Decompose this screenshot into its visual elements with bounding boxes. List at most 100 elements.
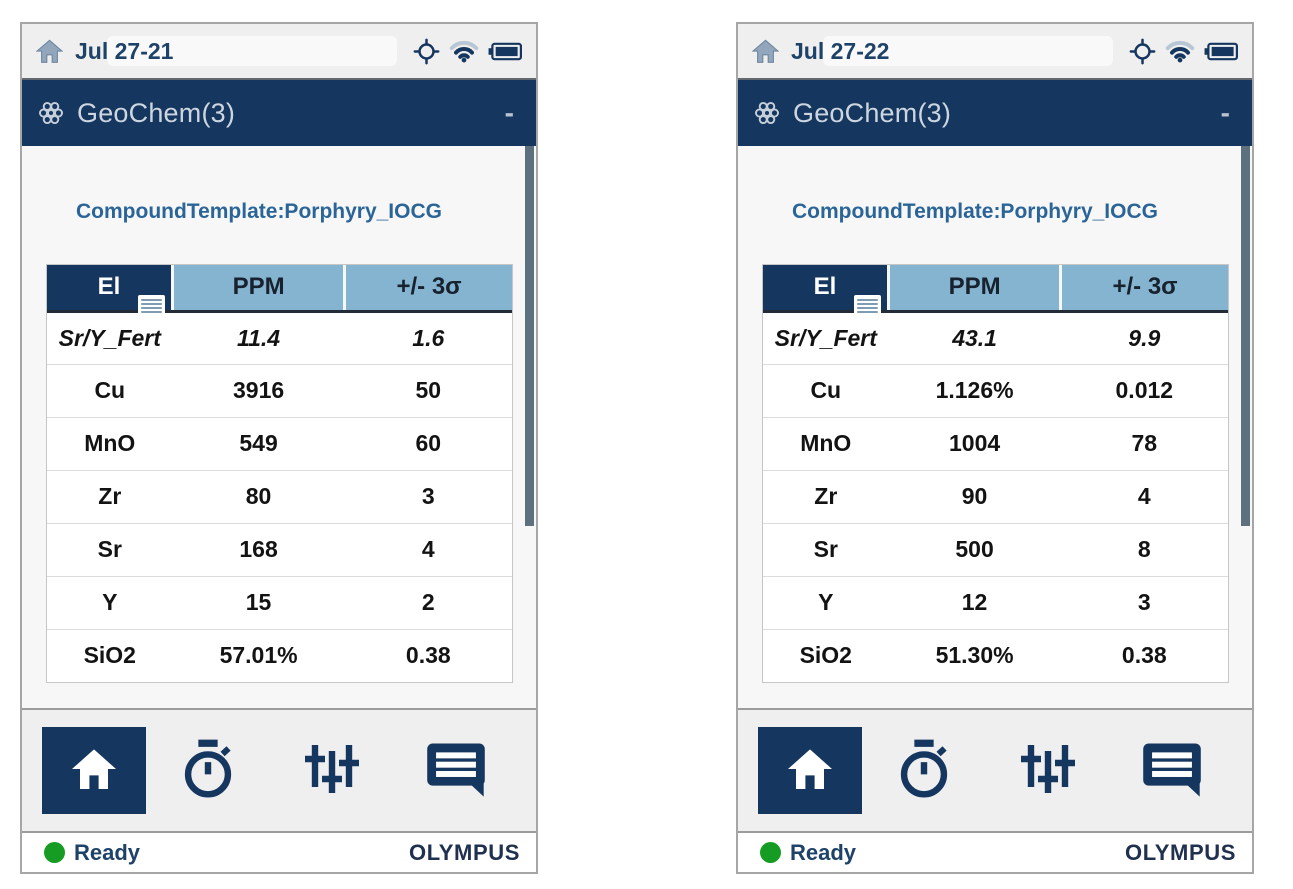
statusbar-highlight bbox=[107, 36, 397, 66]
compound-template-label: CompoundTemplate:Porphyry_IOCG bbox=[792, 200, 1158, 223]
cell-element: Sr/Y_Fert bbox=[47, 311, 173, 365]
cell-element: MnO bbox=[763, 417, 889, 471]
column-header-ppm[interactable]: PPM bbox=[887, 265, 1061, 313]
sliders-icon bbox=[1021, 740, 1075, 801]
status-icons bbox=[413, 38, 522, 65]
cell-sigma: 3 bbox=[1060, 576, 1228, 630]
results-content: CompoundTemplate:Porphyry_IOCG El PPM +/… bbox=[738, 146, 1252, 708]
cell-ppm: 51.30% bbox=[888, 629, 1061, 682]
column-header-element-label: El bbox=[97, 273, 121, 301]
nav-home-button[interactable] bbox=[42, 727, 146, 814]
column-header-sigma[interactable]: +/- 3σ bbox=[343, 265, 512, 313]
statusbar-highlight bbox=[823, 36, 1113, 66]
olympus-logo: OLYMPUS bbox=[1125, 839, 1236, 865]
app-title: GeoChem(3) bbox=[77, 97, 236, 128]
table-row[interactable]: Cu 1.126% 0.012 bbox=[763, 364, 1228, 418]
cell-element: Sr bbox=[47, 523, 173, 577]
app-title: GeoChem(3) bbox=[793, 97, 952, 128]
atom-icon bbox=[752, 98, 782, 128]
column-menu-icon[interactable] bbox=[854, 294, 882, 318]
table-row[interactable]: SiO2 57.01% 0.38 bbox=[47, 629, 512, 682]
results-table: El PPM +/- 3σ Sr/Y_Fert 11.4 1.6 Cu 3916 50 … bbox=[46, 264, 513, 683]
table-row[interactable]: Zr 90 4 bbox=[763, 470, 1228, 524]
cell-sigma: 1.6 bbox=[344, 311, 512, 365]
gps-icon bbox=[1129, 38, 1156, 65]
home-icon[interactable] bbox=[36, 38, 63, 64]
column-menu-icon[interactable] bbox=[138, 294, 166, 318]
footer-status-bar: Ready OLYMPUS bbox=[22, 831, 536, 872]
battery-icon bbox=[1204, 42, 1238, 61]
table-row[interactable]: Cu 3916 50 bbox=[47, 364, 512, 418]
cell-sigma: 60 bbox=[344, 417, 512, 471]
table-row[interactable]: Sr 500 8 bbox=[763, 523, 1228, 577]
cell-sigma: 50 bbox=[344, 364, 512, 418]
atom-icon bbox=[36, 98, 66, 128]
cell-ppm: 11.4 bbox=[172, 311, 345, 365]
table-row[interactable]: Zr 80 3 bbox=[47, 470, 512, 524]
cell-element: Y bbox=[763, 576, 889, 630]
battery-icon bbox=[488, 42, 522, 61]
nav-timer-button[interactable] bbox=[146, 739, 270, 802]
cell-ppm: 15 bbox=[172, 576, 345, 630]
table-row[interactable]: SiO2 51.30% 0.38 bbox=[763, 629, 1228, 682]
cell-element: SiO2 bbox=[47, 629, 173, 682]
wifi-icon bbox=[1165, 39, 1195, 63]
app-header: GeoChem(3) - bbox=[738, 80, 1252, 146]
scrollbar-thumb[interactable] bbox=[1241, 146, 1250, 526]
stopwatch-icon bbox=[896, 739, 952, 802]
table-row[interactable]: Y 15 2 bbox=[47, 576, 512, 630]
status-date: Jul 27-21 bbox=[75, 37, 174, 64]
cell-sigma: 3 bbox=[344, 470, 512, 524]
column-header-element[interactable]: El bbox=[763, 265, 889, 318]
column-header-element[interactable]: El bbox=[47, 265, 173, 318]
cell-ppm: 1004 bbox=[888, 417, 1061, 471]
nav-settings-button[interactable] bbox=[270, 740, 394, 801]
chat-icon bbox=[425, 741, 487, 800]
nav-messages-button[interactable] bbox=[1110, 741, 1234, 800]
cell-sigma: 2 bbox=[344, 576, 512, 630]
table-row[interactable]: Sr 168 4 bbox=[47, 523, 512, 577]
nav-home-button[interactable] bbox=[758, 727, 862, 814]
minimize-button[interactable]: - bbox=[504, 97, 514, 128]
home-icon[interactable] bbox=[752, 38, 779, 64]
home-icon bbox=[786, 746, 834, 795]
table-row[interactable]: MnO 549 60 bbox=[47, 417, 512, 471]
bottom-nav bbox=[22, 708, 536, 831]
column-header-element-label: El bbox=[813, 273, 837, 301]
results-table: El PPM +/- 3σ Sr/Y_Fert 43.1 9.9 Cu 1.126% 0… bbox=[762, 264, 1229, 683]
cell-ppm: 549 bbox=[172, 417, 345, 471]
cell-ppm: 90 bbox=[888, 470, 1061, 524]
cell-element: Sr bbox=[763, 523, 889, 577]
column-header-sigma[interactable]: +/- 3σ bbox=[1059, 265, 1228, 313]
table-row[interactable]: Sr/Y_Fert 11.4 1.6 bbox=[47, 311, 512, 365]
cell-sigma: 8 bbox=[1060, 523, 1228, 577]
cell-ppm: 12 bbox=[888, 576, 1061, 630]
results-content: CompoundTemplate:Porphyry_IOCG El PPM +/… bbox=[22, 146, 536, 708]
device-panel-2: Jul 27-22 bbox=[736, 22, 1254, 874]
table-header-row: El PPM +/- 3σ bbox=[763, 265, 1228, 318]
status-icons bbox=[1129, 38, 1238, 65]
cell-element: Cu bbox=[47, 364, 173, 418]
gps-icon bbox=[413, 38, 440, 65]
cell-sigma: 78 bbox=[1060, 417, 1228, 471]
table-row[interactable]: Sr/Y_Fert 43.1 9.9 bbox=[763, 311, 1228, 365]
scrollbar-thumb[interactable] bbox=[525, 146, 534, 526]
sliders-icon bbox=[305, 740, 359, 801]
column-header-ppm[interactable]: PPM bbox=[171, 265, 345, 313]
table-header-row: El PPM +/- 3σ bbox=[47, 265, 512, 318]
cell-ppm: 168 bbox=[172, 523, 345, 577]
nav-timer-button[interactable] bbox=[862, 739, 986, 802]
cell-sigma: 9.9 bbox=[1060, 311, 1228, 365]
cell-element: Sr/Y_Fert bbox=[763, 311, 889, 365]
nav-messages-button[interactable] bbox=[394, 741, 518, 800]
table-row[interactable]: MnO 1004 78 bbox=[763, 417, 1228, 471]
cell-sigma: 4 bbox=[1060, 470, 1228, 524]
minimize-button[interactable]: - bbox=[1220, 97, 1230, 128]
table-row[interactable]: Y 12 3 bbox=[763, 576, 1228, 630]
device-panel-1: Jul 27-21 bbox=[20, 22, 538, 874]
ready-status-label: Ready bbox=[790, 839, 857, 865]
nav-settings-button[interactable] bbox=[986, 740, 1110, 801]
cell-element: Zr bbox=[47, 470, 173, 524]
chat-icon bbox=[1141, 741, 1203, 800]
compound-template-label: CompoundTemplate:Porphyry_IOCG bbox=[76, 200, 442, 223]
